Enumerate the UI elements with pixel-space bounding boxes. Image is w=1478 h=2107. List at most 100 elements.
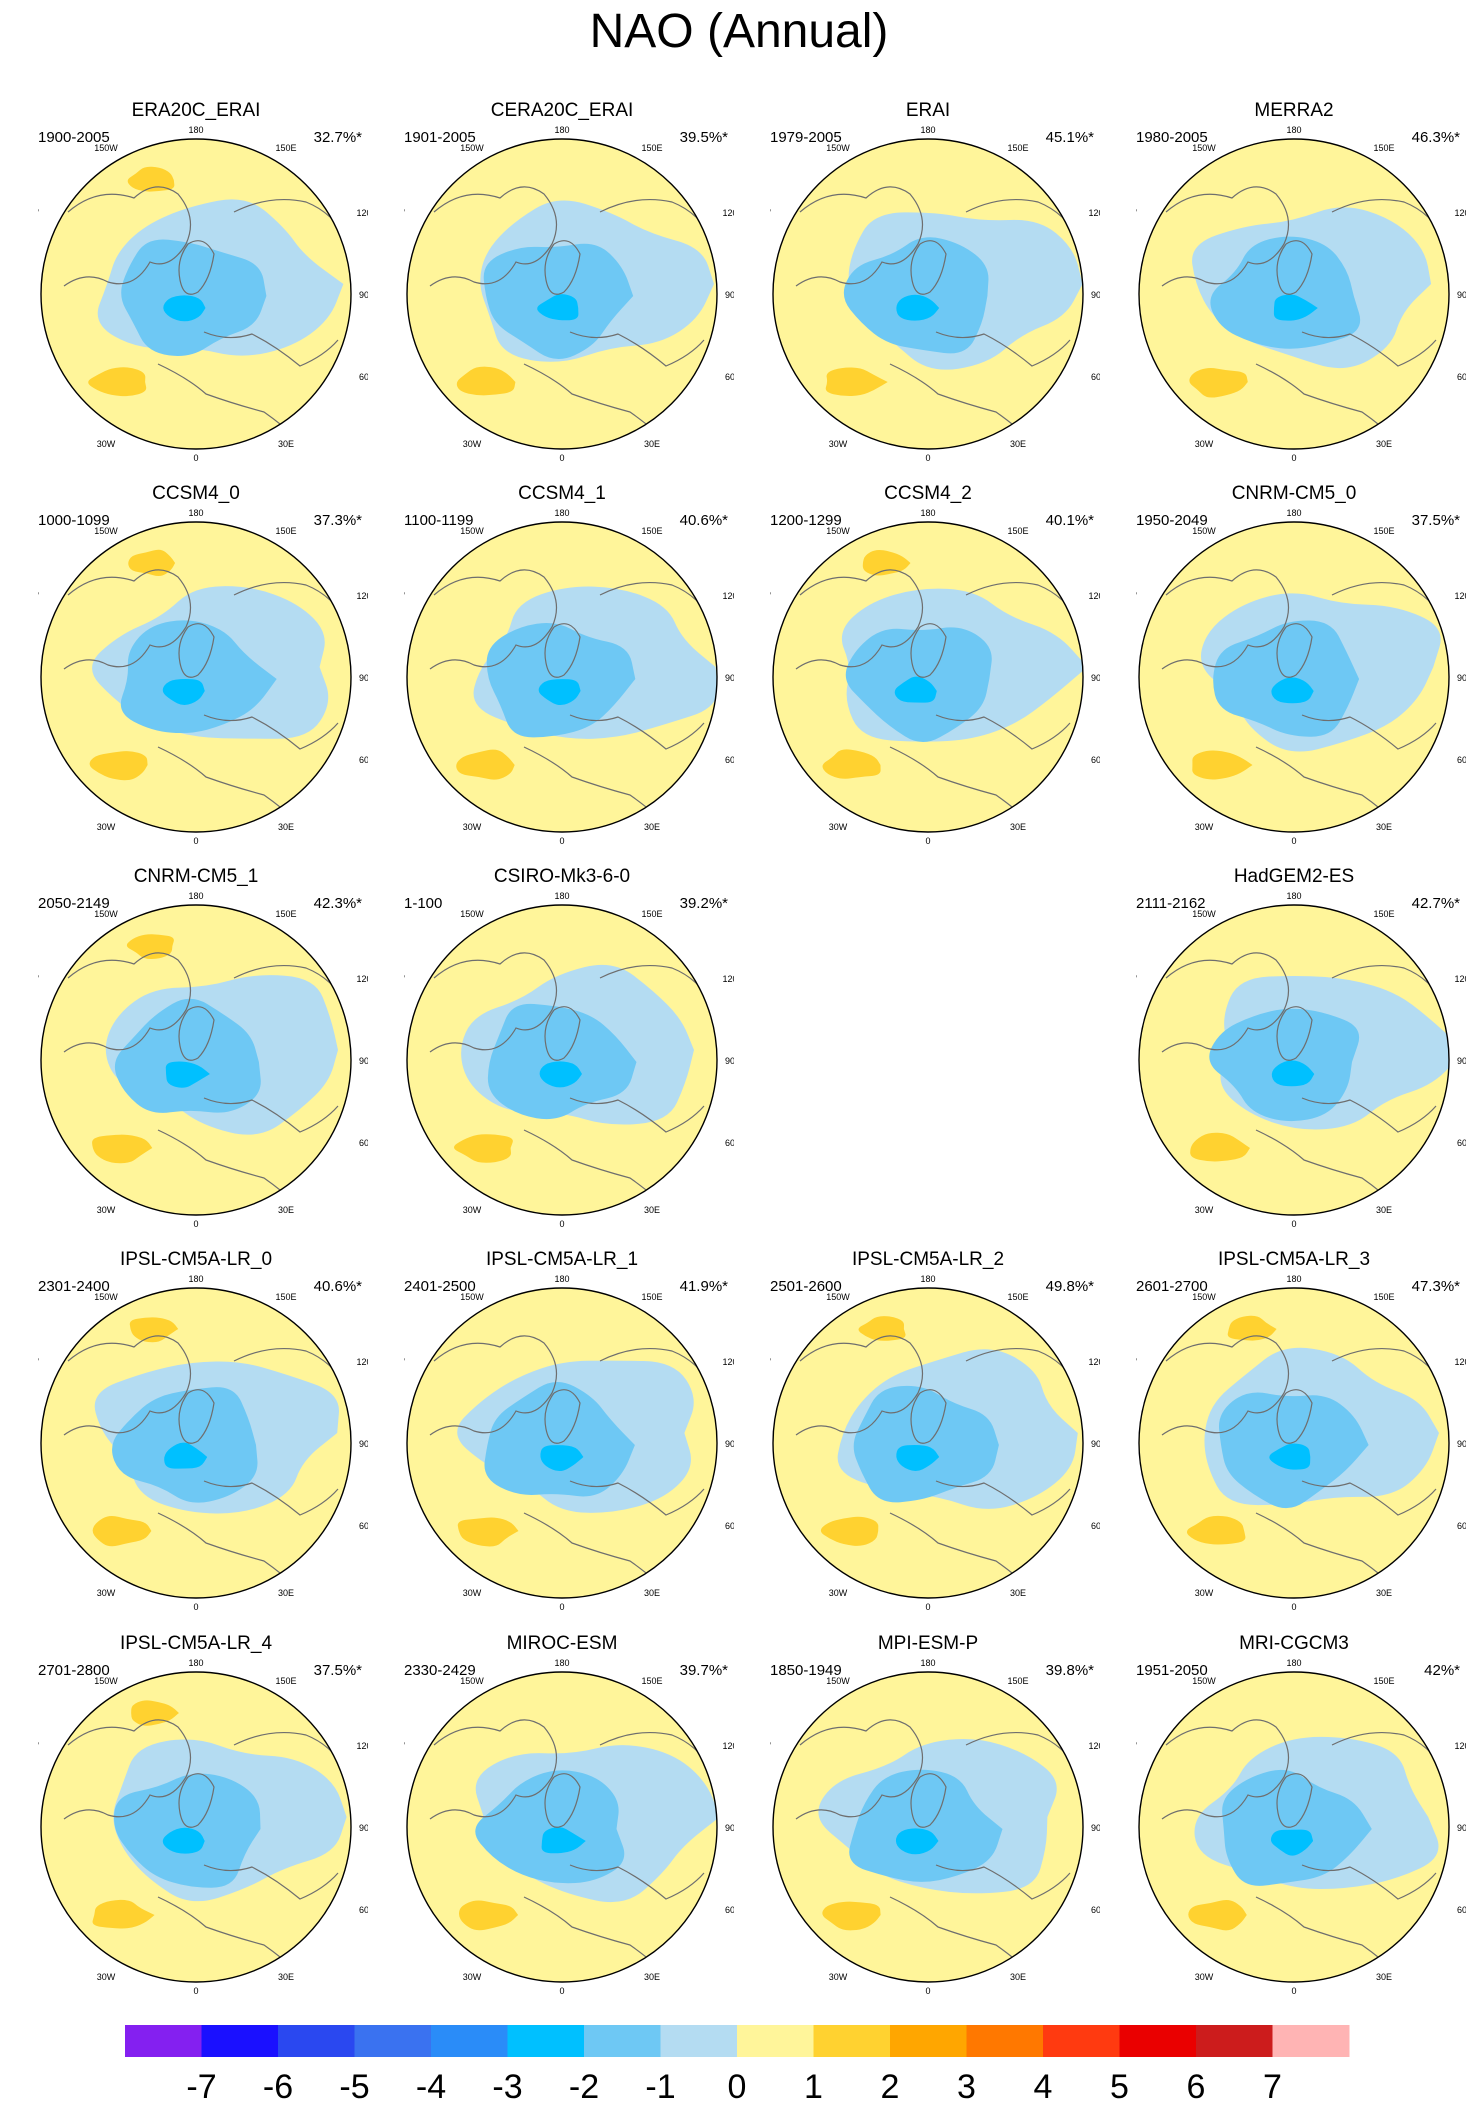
colorbar-tick-label: -1 (645, 2068, 675, 2106)
europe-coast (203, 1480, 339, 1516)
longitude-label: 120W (1136, 1357, 1137, 1367)
north-america-coast (1161, 1719, 1290, 1820)
longitude-label: 120W (404, 1357, 405, 1367)
map-field (773, 139, 1083, 449)
map-boundary (1138, 1287, 1450, 1599)
panel-title: CCSM4_2 (884, 483, 972, 504)
longitude-label: 60E (725, 755, 734, 765)
longitude-label: 30W (1195, 1972, 1214, 1982)
longitude-label: 0 (1291, 1986, 1296, 1996)
longitude-label: 120E (356, 591, 368, 601)
longitude-label: 30E (1010, 1588, 1026, 1598)
colorbar-swatch (201, 2025, 279, 2057)
longitude-label: 60E (359, 755, 368, 765)
positive-anomaly-region (456, 366, 516, 396)
nao-map-panel: IPSL-CM5A-LR_1 2401-2500 41.9%* 180 150W 150E… (404, 1249, 734, 1612)
longitude-label: 180 (188, 1658, 203, 1668)
map-boundary (40, 904, 352, 1216)
longitude-label: 120E (356, 1741, 368, 1751)
longitude-label: 150W (460, 1676, 484, 1686)
panel-variance: 39.2%* (680, 895, 729, 912)
longitude-label: 120E (722, 591, 734, 601)
longitude-label: 120W (1136, 1741, 1137, 1751)
europe-coast (1301, 331, 1437, 367)
longitude-label: 120E (1088, 1741, 1100, 1751)
panel-title: MRI-CGCM3 (1239, 1633, 1349, 1654)
panel-variance: 42%* (1424, 1662, 1460, 1679)
europe-coast (935, 714, 1071, 750)
map-boundary (40, 1287, 352, 1599)
longitude-label: 30E (278, 1205, 294, 1215)
longitude-label: 120E (356, 208, 368, 218)
longitude-label: 30W (829, 439, 848, 449)
longitude-label: 0 (1291, 453, 1296, 463)
longitude-label: 0 (193, 1986, 198, 1996)
longitude-label: 150W (460, 909, 484, 919)
panel-title: CNRM-CM5_0 (1232, 483, 1357, 504)
longitude-label: 30E (1376, 1205, 1392, 1215)
panel-period: 1100-1199 (404, 512, 474, 529)
coastlines (1161, 952, 1447, 1207)
panel-variance: 46.3%* (1412, 129, 1461, 146)
nao-map-panel: CCSM4_2 1200-1299 40.1%* 180 150W 150E 120W 120… (770, 483, 1100, 846)
panel-period: 1951-2050 (1136, 1662, 1208, 1679)
longitude-label: 60E (725, 1521, 734, 1531)
longitude-label: 0 (1291, 1602, 1296, 1612)
colorbar-tick-label: 6 (1187, 2068, 1206, 2106)
longitude-label: 150W (94, 909, 118, 919)
longitude-label: 150W (826, 143, 850, 153)
greenland-coast (178, 623, 215, 678)
colorbar-tick-label: -7 (186, 2068, 216, 2106)
positive-anomaly-region (457, 1517, 519, 1547)
panel-period: 2701-2800 (38, 1662, 110, 1679)
panel-variance: 37.5%* (314, 1662, 363, 1679)
longitude-label: 60E (1457, 755, 1466, 765)
map-boundary (406, 138, 718, 450)
nao-map-panel: CCSM4_0 1000-1099 37.3%* 180 150W 150E 120W 120… (38, 483, 368, 846)
longitude-label: 150E (1007, 143, 1028, 153)
longitude-label: 120E (1454, 974, 1466, 984)
negative-anomaly-core (1222, 1769, 1372, 1886)
colorbar-swatch (278, 2025, 355, 2057)
colorbar-swatch (354, 2025, 432, 2057)
negative-anomaly-core (853, 1385, 999, 1503)
longitude-label: 90E (1091, 1823, 1100, 1833)
positive-anomaly-pacific (127, 166, 175, 192)
colorbar-swatch (1119, 2025, 1197, 2057)
panel-variance: 41.9%* (680, 1278, 729, 1295)
longitude-label: 120W (38, 1357, 39, 1367)
map-boundary (1138, 904, 1450, 1216)
greenland-coast (910, 1773, 947, 1828)
longitude-label: 180 (1286, 1658, 1301, 1668)
longitude-label: 180 (554, 125, 569, 135)
north-america-coast (429, 186, 558, 287)
longitude-label: 90E (359, 290, 368, 300)
map-field (41, 905, 351, 1215)
nao-map-panel: CSIRO-Mk3-6-0 1-100 39.2%* 180 150W 150E 120W 1… (404, 866, 734, 1229)
panel-period: 2401-2500 (404, 1278, 476, 1295)
longitude-label: 60E (1457, 1138, 1466, 1148)
longitude-label: 90E (359, 1439, 368, 1449)
longitude-label: 90E (1457, 1439, 1466, 1449)
longitude-label: 90E (359, 1823, 368, 1833)
panel-variance: 39.8%* (1046, 1662, 1095, 1679)
longitude-label: 180 (554, 508, 569, 518)
longitude-label: 90E (1457, 290, 1466, 300)
nao-map-panel: MRI-CGCM3 1951-2050 42%* 180 150W 150E 120W 120… (1136, 1633, 1466, 1996)
longitude-label: 150E (641, 909, 662, 919)
north-america-coast (429, 952, 558, 1053)
longitude-label: 90E (1457, 1056, 1466, 1066)
longitude-label: 150W (1192, 1676, 1216, 1686)
panel-title: IPSL-CM5A-LR_4 (120, 1633, 272, 1654)
longitude-label: 30E (1376, 439, 1392, 449)
longitude-label: 150W (460, 1292, 484, 1302)
colorbar-swatch (737, 2025, 814, 2057)
europe-coast (569, 1480, 705, 1516)
longitude-label: 30E (644, 439, 660, 449)
panel-title: CCSM4_1 (518, 483, 606, 504)
colorbar-swatch (890, 2025, 967, 2057)
panel-period: 1000-1099 (38, 512, 110, 529)
europe-coast (1301, 1864, 1437, 1900)
colorbar-swatch (507, 2025, 585, 2057)
longitude-label: 120E (356, 974, 368, 984)
